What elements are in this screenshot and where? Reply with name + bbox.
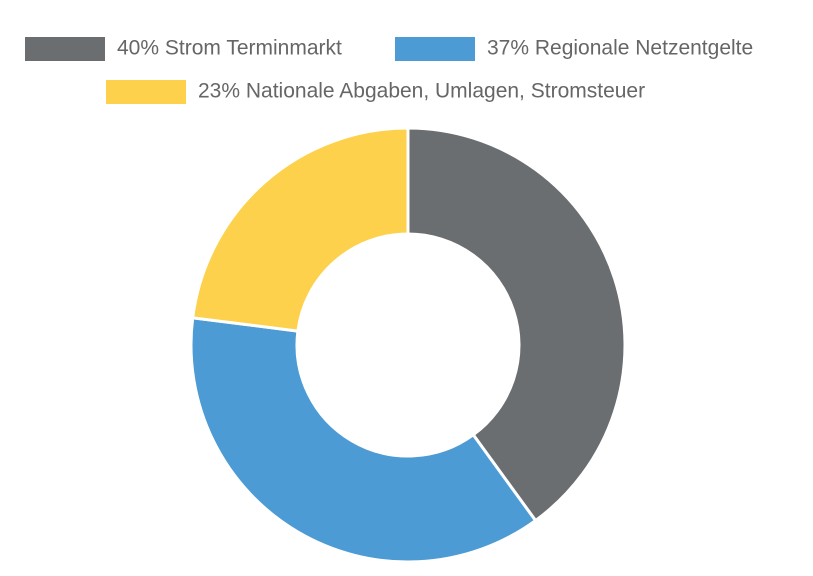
- legend-label: 23% Nationale Abgaben, Umlagen, Stromste…: [198, 80, 645, 103]
- donut-slice: [406, 126, 627, 523]
- legend-swatch: [395, 37, 475, 61]
- legend-swatch: [25, 37, 105, 61]
- donut-slice: [189, 316, 538, 564]
- legend-label: 37% Regionale Netzentgelte: [487, 37, 753, 60]
- donut-slice: [191, 126, 410, 333]
- legend-label: 40% Strom Terminmarkt: [117, 37, 342, 60]
- legend-swatch: [106, 80, 186, 104]
